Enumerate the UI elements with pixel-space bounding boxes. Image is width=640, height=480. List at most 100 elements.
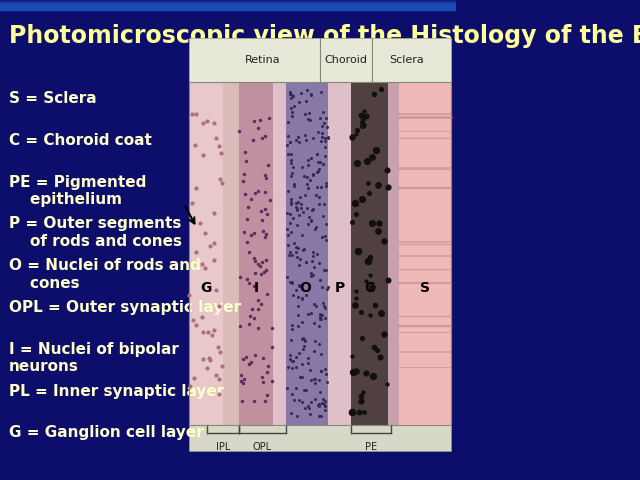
Bar <box>239 82 273 425</box>
Bar <box>0 1 456 6</box>
Bar <box>0 4 456 9</box>
Bar <box>0 1 456 6</box>
Bar <box>0 1 456 6</box>
Text: Photomicroscopic view of the Histology of the Eye: Photomicroscopic view of the Histology o… <box>9 24 640 48</box>
Bar <box>0 4 456 9</box>
Text: Choroid: Choroid <box>324 55 368 65</box>
Bar <box>0 0 456 5</box>
Text: C: C <box>365 280 375 295</box>
Bar <box>189 38 451 82</box>
Bar <box>273 82 286 425</box>
Bar <box>0 3 456 8</box>
Bar <box>0 4 456 9</box>
Text: PE: PE <box>365 442 377 452</box>
Bar <box>0 0 456 5</box>
Bar <box>0 1 456 6</box>
Text: OPL: OPL <box>253 442 272 452</box>
Bar <box>0 4 456 9</box>
Text: OPL = Outer synaptic layer: OPL = Outer synaptic layer <box>9 300 241 315</box>
Bar <box>0 3 456 8</box>
Bar <box>0 3 456 8</box>
Bar <box>0 2 456 7</box>
Bar <box>0 0 456 5</box>
Bar <box>0 3 456 8</box>
Bar <box>0 2 456 7</box>
Bar <box>0 3 456 8</box>
Bar <box>0 2 456 7</box>
Bar <box>0 3 456 8</box>
Bar <box>0 3 456 8</box>
Bar <box>0 1 456 6</box>
Bar <box>0 4 456 9</box>
Bar <box>0 2 456 7</box>
Text: Sclera: Sclera <box>389 55 424 65</box>
Bar <box>0 4 456 9</box>
Bar <box>0 1 456 6</box>
Bar <box>0 4 456 9</box>
Bar <box>0 1 456 6</box>
Bar <box>0 1 456 6</box>
Bar <box>0 4 456 9</box>
Bar <box>0 5 456 10</box>
Bar <box>0 3 456 8</box>
Bar <box>0 2 456 7</box>
Bar <box>0 0 456 5</box>
Bar <box>0 0 456 5</box>
Bar <box>0 0 456 5</box>
Bar <box>0 2 456 7</box>
Bar <box>0 1 456 6</box>
Text: PL = Inner synaptic layer: PL = Inner synaptic layer <box>9 384 225 398</box>
Bar <box>0 0 456 5</box>
Bar <box>0 1 456 6</box>
Text: P: P <box>335 280 345 295</box>
Bar <box>0 2 456 7</box>
Bar <box>0 2 456 7</box>
Bar <box>0 2 456 7</box>
Bar <box>0 3 456 8</box>
Bar <box>399 82 451 425</box>
Text: O = Nuclei of rods and
    cones: O = Nuclei of rods and cones <box>9 258 201 290</box>
Bar <box>0 2 456 7</box>
Text: S: S <box>420 280 430 295</box>
Bar <box>189 82 451 425</box>
Bar <box>0 4 456 9</box>
Bar <box>0 3 456 8</box>
Bar <box>0 1 456 6</box>
Bar <box>0 0 456 5</box>
Bar <box>0 2 456 7</box>
Bar <box>0 2 456 7</box>
Bar <box>0 1 456 6</box>
Bar <box>0 4 456 9</box>
Bar <box>0 4 456 9</box>
Bar <box>0 1 456 6</box>
Bar <box>0 4 456 9</box>
Bar <box>286 82 328 425</box>
Bar <box>0 3 456 8</box>
Bar <box>189 82 223 425</box>
Bar <box>0 3 456 8</box>
Bar <box>0 2 456 7</box>
Bar <box>0 4 456 9</box>
Bar <box>0 1 456 6</box>
Bar <box>351 82 388 425</box>
Bar <box>0 2 456 7</box>
Bar <box>0 2 456 7</box>
Text: I: I <box>253 280 259 295</box>
Bar <box>0 1 456 6</box>
Bar <box>0 5 456 10</box>
Bar <box>0 0 456 5</box>
Bar <box>0 5 456 10</box>
Bar <box>0 4 456 9</box>
Bar <box>0 3 456 8</box>
Bar <box>0 2 456 7</box>
Bar <box>0 0 456 5</box>
Bar <box>388 82 399 425</box>
Text: C = Choroid coat: C = Choroid coat <box>9 133 152 148</box>
Bar <box>0 3 456 8</box>
Bar <box>0 2 456 7</box>
Bar <box>0 1 456 6</box>
Bar <box>0 1 456 6</box>
Text: G: G <box>200 280 212 295</box>
Text: S = Sclera: S = Sclera <box>9 91 97 106</box>
Bar <box>0 3 456 8</box>
